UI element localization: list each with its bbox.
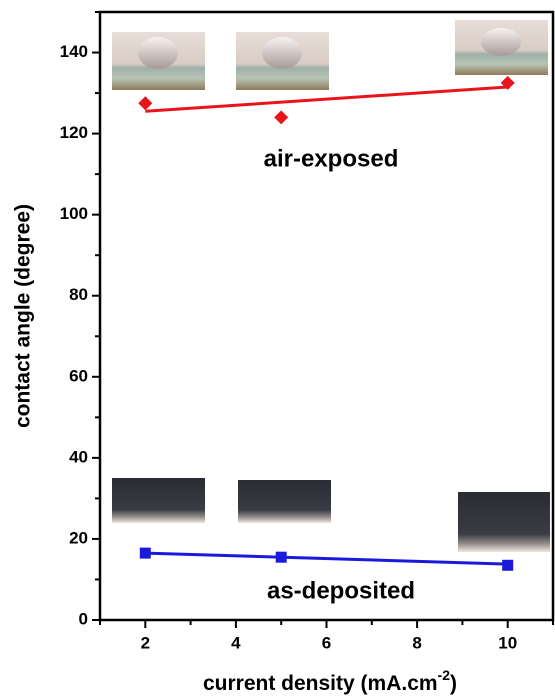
- point: [138, 96, 153, 111]
- x-axis-label: current density (mA.cm-2): [203, 667, 457, 695]
- y-tick-label: 120: [60, 123, 88, 142]
- y-axis-label: contact angle (degree): [12, 204, 35, 428]
- point: [500, 75, 515, 90]
- annotation: air-exposed: [264, 145, 399, 172]
- x-tick-label: 10: [498, 633, 517, 652]
- y-tick-label: 60: [69, 366, 88, 385]
- annotation: as-deposited: [267, 577, 415, 604]
- fit-line: [145, 85, 508, 113]
- y-tick-label: 140: [60, 42, 88, 61]
- x-tick-label: 2: [141, 633, 150, 652]
- fit-line: [145, 551, 508, 566]
- x-tick-label: 6: [322, 633, 331, 652]
- x-tick-label: 4: [231, 633, 241, 652]
- y-tick-label: 100: [60, 204, 88, 223]
- point: [275, 551, 287, 563]
- y-tick-label: 0: [79, 609, 88, 628]
- point: [502, 559, 514, 571]
- point: [274, 110, 289, 125]
- photos: [112, 20, 550, 552]
- point: [139, 547, 151, 559]
- x-tick-label: 8: [412, 633, 421, 652]
- y-tick-label: 40: [69, 447, 88, 466]
- y-tick-label: 80: [69, 285, 88, 304]
- y-tick-label: 20: [69, 528, 88, 547]
